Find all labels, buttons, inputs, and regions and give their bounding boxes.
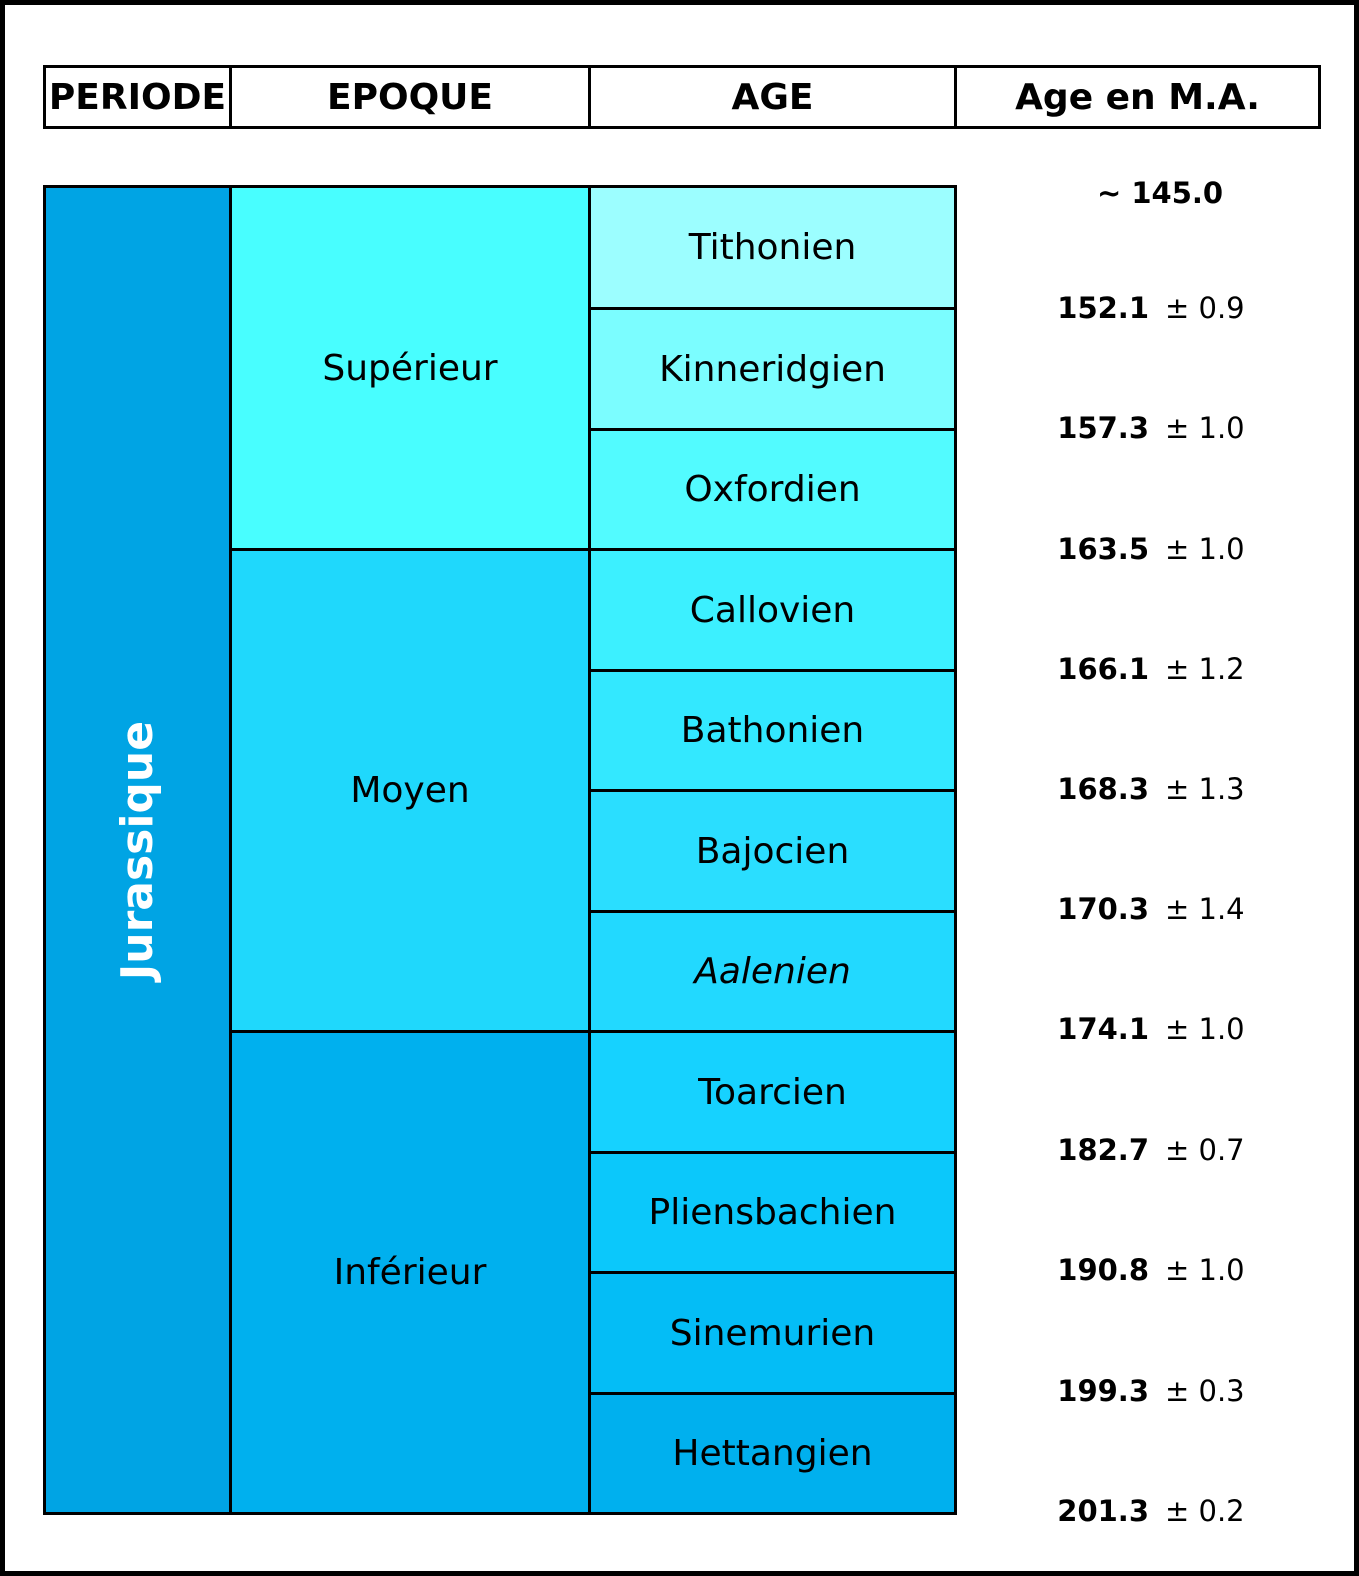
age-ma-value: ~ 145.0 bbox=[1096, 176, 1224, 210]
epoque-label: Moyen bbox=[350, 770, 470, 811]
age-block: Sinemurien bbox=[588, 1271, 957, 1395]
epoque-block-inferieur: Inférieur bbox=[229, 1030, 591, 1515]
age-ma-row: 199.3 ± 0.3 bbox=[1005, 1371, 1315, 1411]
age-ma-row: 157.3 ± 1.0 bbox=[1005, 408, 1315, 448]
age-ma-row: 163.5 ± 1.0 bbox=[1005, 529, 1315, 569]
age-block: Toarcien bbox=[588, 1030, 957, 1154]
age-block: Hettangien bbox=[588, 1392, 957, 1515]
age-ma-value: 201.3 bbox=[1057, 1494, 1149, 1528]
age-label: Toarcien bbox=[698, 1071, 847, 1113]
epoque-block-superieur: Supérieur bbox=[229, 185, 591, 551]
age-label: Oxfordien bbox=[684, 469, 861, 510]
age-ma-row: 201.3 ± 0.2 bbox=[1005, 1491, 1315, 1531]
age-block: Kinneridgien bbox=[588, 307, 957, 431]
age-label: Sinemurien bbox=[669, 1312, 876, 1354]
age-ma-value: 174.1 bbox=[1057, 1012, 1149, 1046]
age-block: Oxfordien bbox=[588, 428, 957, 551]
age-block: Callovien bbox=[588, 548, 957, 672]
header-epoque: EPOQUE bbox=[229, 65, 591, 129]
header-age-ma: Age en M.A. bbox=[954, 65, 1321, 129]
age-ma-value: 168.3 bbox=[1057, 772, 1149, 806]
age-ma-uncertainty: ± 1.4 bbox=[1165, 892, 1245, 926]
age-label: Kinneridgien bbox=[659, 348, 886, 390]
age-ma-value: 152.1 bbox=[1057, 291, 1149, 325]
age-ma-row: 174.1 ± 1.0 bbox=[1005, 1009, 1315, 1049]
header-periode: PERIODE bbox=[43, 65, 232, 129]
age-ma-uncertainty: ± 0.7 bbox=[1165, 1133, 1245, 1167]
age-block: Tithonien bbox=[588, 185, 957, 310]
age-ma-value: 163.5 bbox=[1057, 532, 1149, 566]
age-ma-uncertainty: ± 0.2 bbox=[1165, 1494, 1245, 1528]
age-block: Bathonien bbox=[588, 669, 957, 792]
age-ma-value: 166.1 bbox=[1057, 652, 1149, 686]
age-ma-uncertainty: ± 1.0 bbox=[1165, 1253, 1245, 1287]
age-ma-row: ~ 145.0 bbox=[1005, 173, 1315, 213]
periode-label: Jurassique bbox=[112, 720, 163, 980]
age-label: Tithonien bbox=[688, 227, 857, 268]
age-label: Hettangien bbox=[672, 1433, 873, 1474]
header-periode-label: PERIODE bbox=[48, 76, 227, 118]
age-label: Pliensbachien bbox=[648, 1192, 897, 1233]
age-ma-value: 199.3 bbox=[1057, 1374, 1149, 1408]
header-age-label: AGE bbox=[731, 76, 814, 118]
age-ma-row: 170.3 ± 1.4 bbox=[1005, 889, 1315, 929]
age-ma-value: 182.7 bbox=[1057, 1133, 1149, 1167]
age-ma-uncertainty: ± 1.3 bbox=[1165, 772, 1245, 806]
age-label: Aalenien bbox=[694, 951, 851, 992]
age-label: Bathonien bbox=[680, 710, 865, 751]
age-block: Aalenien bbox=[588, 910, 957, 1033]
age-ma-row: 190.8 ± 1.0 bbox=[1005, 1250, 1315, 1290]
age-block: Bajocien bbox=[588, 789, 957, 913]
epoque-label: Inférieur bbox=[333, 1252, 487, 1293]
age-ma-uncertainty: ± 1.0 bbox=[1165, 1012, 1245, 1046]
age-ma-value: 157.3 bbox=[1057, 411, 1149, 445]
age-ma-uncertainty: ± 1.0 bbox=[1165, 532, 1245, 566]
age-ma-row: 152.1 ± 0.9 bbox=[1005, 288, 1315, 328]
age-ma-row: 182.7 ± 0.7 bbox=[1005, 1130, 1315, 1170]
header-age: AGE bbox=[588, 65, 957, 129]
age-label: Callovien bbox=[689, 589, 856, 631]
header-age-ma-label: Age en M.A. bbox=[1015, 76, 1260, 118]
periode-block: Jurassique bbox=[43, 185, 232, 1515]
epoque-label: Supérieur bbox=[322, 347, 498, 389]
age-ma-value: 190.8 bbox=[1057, 1253, 1149, 1287]
age-ma-uncertainty: ± 1.2 bbox=[1165, 652, 1245, 686]
age-label: Bajocien bbox=[695, 830, 850, 872]
epoque-block-moyen: Moyen bbox=[229, 548, 591, 1033]
age-block: Pliensbachien bbox=[588, 1151, 957, 1274]
header-epoque-label: EPOQUE bbox=[326, 76, 493, 118]
age-ma-value: 170.3 bbox=[1057, 892, 1149, 926]
age-ma-row: 168.3 ± 1.3 bbox=[1005, 769, 1315, 809]
age-ma-row: 166.1 ± 1.2 bbox=[1005, 649, 1315, 689]
age-ma-uncertainty: ± 1.0 bbox=[1165, 411, 1245, 445]
age-ma-uncertainty: ± 0.3 bbox=[1165, 1374, 1245, 1408]
age-ma-uncertainty: ± 0.9 bbox=[1165, 291, 1245, 325]
